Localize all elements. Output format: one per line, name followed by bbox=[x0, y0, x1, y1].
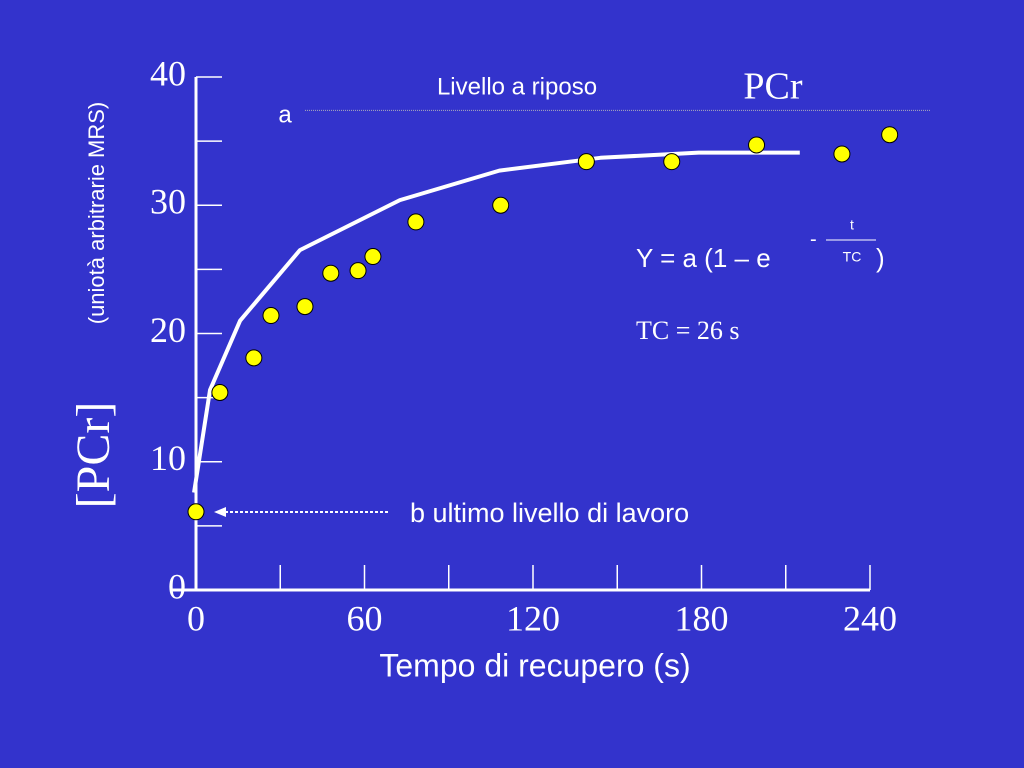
equation: t bbox=[850, 217, 854, 233]
data-point bbox=[407, 213, 425, 231]
x-tick-label: 60 bbox=[347, 598, 383, 638]
equation: Y = a (1 – e bbox=[636, 243, 771, 273]
x-tick-label: 180 bbox=[675, 598, 729, 638]
y-tick-label: 30 bbox=[150, 182, 186, 222]
data-point bbox=[296, 298, 314, 316]
data-point bbox=[322, 264, 340, 282]
y-tick-label: 0 bbox=[168, 566, 186, 606]
data-point bbox=[663, 153, 681, 171]
data-point bbox=[211, 383, 229, 401]
y-tick-label: 10 bbox=[150, 438, 186, 478]
arrow-head bbox=[214, 507, 226, 517]
y-axis-sublabel: (uniotà arbitrarie MRS) bbox=[84, 102, 109, 325]
chart-title: PCr bbox=[743, 66, 802, 108]
x-axis-label: Tempo di recupero (s) bbox=[379, 647, 690, 683]
data-point bbox=[187, 503, 205, 521]
y-tick-label: 40 bbox=[150, 53, 186, 93]
data-point bbox=[262, 307, 280, 325]
annotation: b ultimo livello di lavoro bbox=[410, 498, 689, 528]
x-tick-label: 240 bbox=[843, 598, 897, 638]
data-point bbox=[748, 136, 766, 154]
data-point bbox=[349, 262, 367, 280]
annotation: Livello a riposo bbox=[437, 73, 597, 100]
equation: - bbox=[810, 228, 817, 250]
equation: TC bbox=[843, 249, 862, 265]
x-tick-label: 120 bbox=[506, 598, 560, 638]
data-point bbox=[577, 153, 595, 171]
y-axis-label: [PCr] bbox=[67, 402, 120, 509]
equation: ) bbox=[876, 243, 885, 273]
data-point bbox=[833, 145, 851, 163]
x-tick-label: 0 bbox=[187, 598, 205, 638]
fit-curve bbox=[192, 150, 800, 493]
annotation: a bbox=[278, 101, 292, 128]
annotation: TC = 26 s bbox=[636, 316, 740, 345]
data-point bbox=[245, 349, 263, 367]
data-point bbox=[881, 126, 899, 144]
y-tick-label: 20 bbox=[150, 310, 186, 350]
data-point bbox=[492, 196, 510, 214]
data-point bbox=[364, 248, 382, 266]
